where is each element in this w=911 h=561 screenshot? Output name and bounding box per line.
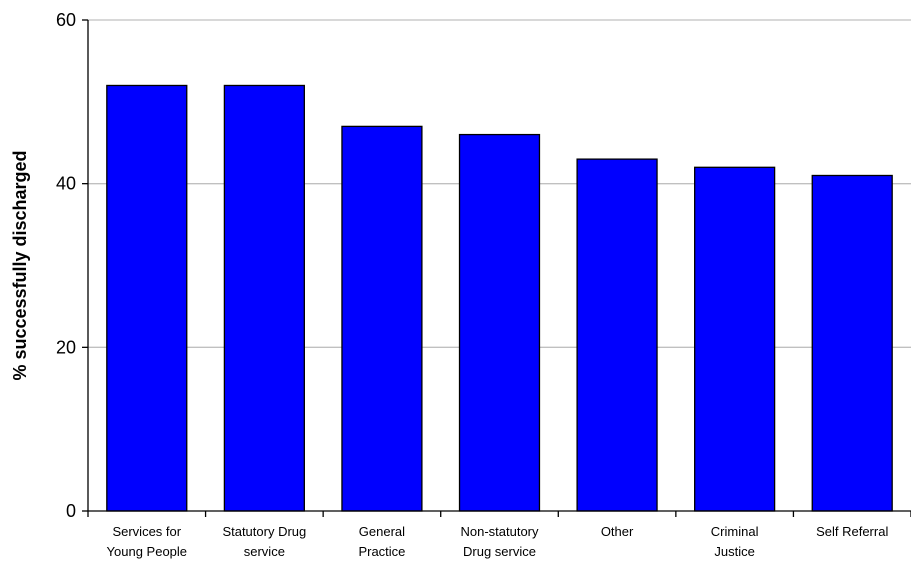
bars xyxy=(106,84,893,512)
bar-2 xyxy=(341,125,423,512)
bar-4 xyxy=(576,158,658,512)
y-tick-label-0: 0 xyxy=(66,501,76,521)
bar-6 xyxy=(811,174,893,512)
bar-1 xyxy=(223,84,305,512)
x-category-label-4: Other xyxy=(601,524,634,539)
x-category-label-1: Statutory Drug service xyxy=(222,524,306,559)
y-axis-title: % successfully discharged xyxy=(10,150,30,380)
y-tick-label-20: 20 xyxy=(56,337,76,357)
bar-0 xyxy=(106,84,188,512)
x-category-label-5: Criminal Justice xyxy=(711,524,759,559)
x-category-label-0: Services for Young People xyxy=(107,524,188,559)
y-ticks: 0 20 40 60 xyxy=(56,10,88,521)
bar-3 xyxy=(458,133,541,512)
x-category-label-6: Self Referral xyxy=(816,524,888,539)
axes xyxy=(87,20,911,512)
y-tick-label-60: 60 xyxy=(56,10,76,30)
x-category-labels: Services for Young People Statutory Drug se… xyxy=(87,511,911,559)
x-category-label-3: Non-statutory Drug service xyxy=(460,524,539,559)
bar-5 xyxy=(694,166,776,512)
x-category-label-2: General Practice xyxy=(358,524,405,559)
y-tick-label-40: 40 xyxy=(56,174,76,194)
